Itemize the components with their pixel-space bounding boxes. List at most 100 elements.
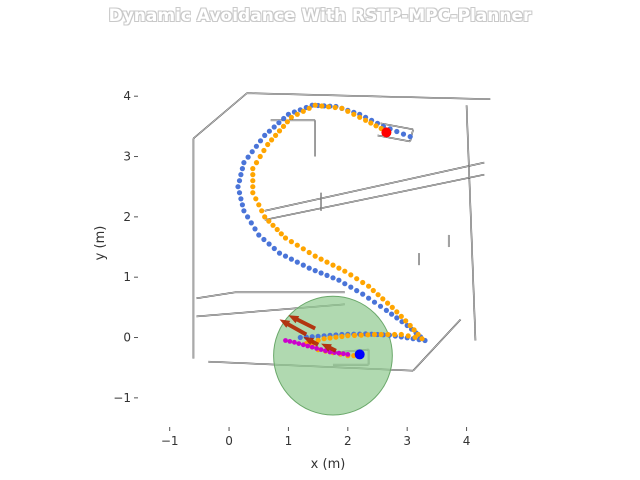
path_b-point [250, 178, 256, 184]
path_a-point [276, 120, 282, 126]
chart-title: Dynamic Avoidance With RSTP-MPC-Planner [108, 6, 532, 26]
path_a-point [262, 132, 268, 138]
path_a-point [294, 259, 300, 265]
path_a-point [336, 277, 342, 283]
path_a-point [297, 334, 303, 341]
path_a-point [306, 265, 312, 271]
path_a-point [371, 299, 378, 305]
path_a-point [377, 303, 384, 309]
path_b-point [321, 336, 327, 342]
path_b-point [358, 332, 364, 338]
y-tick-label: 2 [123, 210, 131, 224]
safety-zone [273, 295, 393, 416]
path_b-point [256, 202, 262, 208]
obstacle-velocity-arrow [303, 336, 320, 347]
path_b-point [253, 196, 259, 202]
trajectory-layer [235, 102, 428, 359]
path_a-point [239, 166, 245, 172]
path_a-point [271, 124, 277, 130]
path_b-point [419, 336, 425, 342]
path_b-point [250, 184, 256, 190]
path_b-point [403, 318, 409, 324]
obstacle-velocity-arrow [279, 319, 308, 337]
path_a-point [241, 208, 247, 214]
path_a-point [318, 270, 324, 276]
wall-segment [192, 92, 491, 140]
path_a-point [407, 134, 413, 140]
obstacle-trail-point [314, 346, 319, 351]
obstacle-trail-point [287, 339, 293, 344]
path_a-point [300, 262, 306, 268]
x-tick-label: −1 [161, 434, 179, 448]
path_a-point [394, 315, 400, 321]
obstacle-trail-point [336, 350, 342, 356]
path_a-point [324, 272, 330, 278]
path_a-point [235, 184, 241, 190]
wall-segment-highlight [466, 105, 476, 341]
path_a-point [261, 236, 267, 243]
path_b-point [262, 214, 268, 220]
path_b-point [306, 249, 312, 256]
path_b-point [294, 111, 300, 117]
path_b-point [288, 239, 294, 245]
path_b-point [284, 119, 290, 125]
path_b-point [407, 322, 413, 329]
path_b-point [280, 123, 287, 129]
obstacle-trail-point [283, 338, 288, 343]
path_b-point [354, 276, 360, 282]
path_a-point [253, 143, 259, 149]
obstacle-trail-point [296, 341, 302, 346]
path_b-point [269, 137, 275, 143]
path_b-point [259, 208, 265, 214]
path_b-point [357, 114, 363, 120]
path_b-point [300, 108, 306, 114]
obstacle-trail-point [300, 342, 306, 348]
path_a-point [239, 202, 245, 208]
path_b-point [365, 332, 371, 338]
path_b-point [270, 222, 276, 228]
y-tick-label: 4 [123, 89, 131, 103]
path_a-point [236, 190, 243, 196]
path_b-point [327, 335, 333, 341]
obstacle-trail-point [327, 349, 333, 355]
path_b-point [282, 235, 289, 241]
path_b-point [373, 123, 379, 129]
path_b-point [318, 256, 324, 262]
path_a-point [315, 333, 321, 339]
path_a-point [248, 220, 254, 226]
path_b-point [394, 309, 400, 315]
safety-zone-layer [273, 295, 393, 416]
path_b-point [324, 259, 330, 265]
wall-segment-highlight [377, 135, 411, 142]
path_b-point [339, 105, 345, 111]
path_b-point [385, 300, 391, 306]
path_b-point [371, 331, 378, 338]
path_a-point [394, 128, 400, 135]
x-axis-ticks: −1 0 1 2 3 4 [161, 427, 471, 448]
path_b-point [294, 242, 300, 248]
wall-segment-highlight [196, 291, 236, 299]
path_a-point [249, 149, 255, 155]
path_a-point [282, 253, 289, 259]
path_b-point [412, 334, 418, 340]
path_a-point [266, 241, 272, 247]
path_a-point [360, 291, 366, 297]
path_b-point [276, 128, 283, 134]
path_a-point [271, 245, 277, 252]
path_b-point [389, 304, 395, 310]
path_b-point [345, 108, 351, 114]
path_b-point [315, 337, 321, 343]
obstacle-layer [279, 315, 351, 357]
path_b-point [339, 333, 345, 340]
path_b-point [274, 226, 280, 233]
y-axis-label: y (m) [93, 226, 108, 261]
path_b-point [332, 104, 338, 111]
wall-segment-highlight [412, 319, 461, 371]
path_b-point [257, 153, 263, 160]
path_b-point [261, 147, 267, 154]
y-tick-label: 0 [123, 331, 131, 345]
path_a-point [383, 307, 389, 313]
x-tick-label: 0 [225, 434, 233, 448]
x-tick-label: 3 [403, 434, 411, 448]
x-tick-label: 4 [463, 434, 471, 448]
